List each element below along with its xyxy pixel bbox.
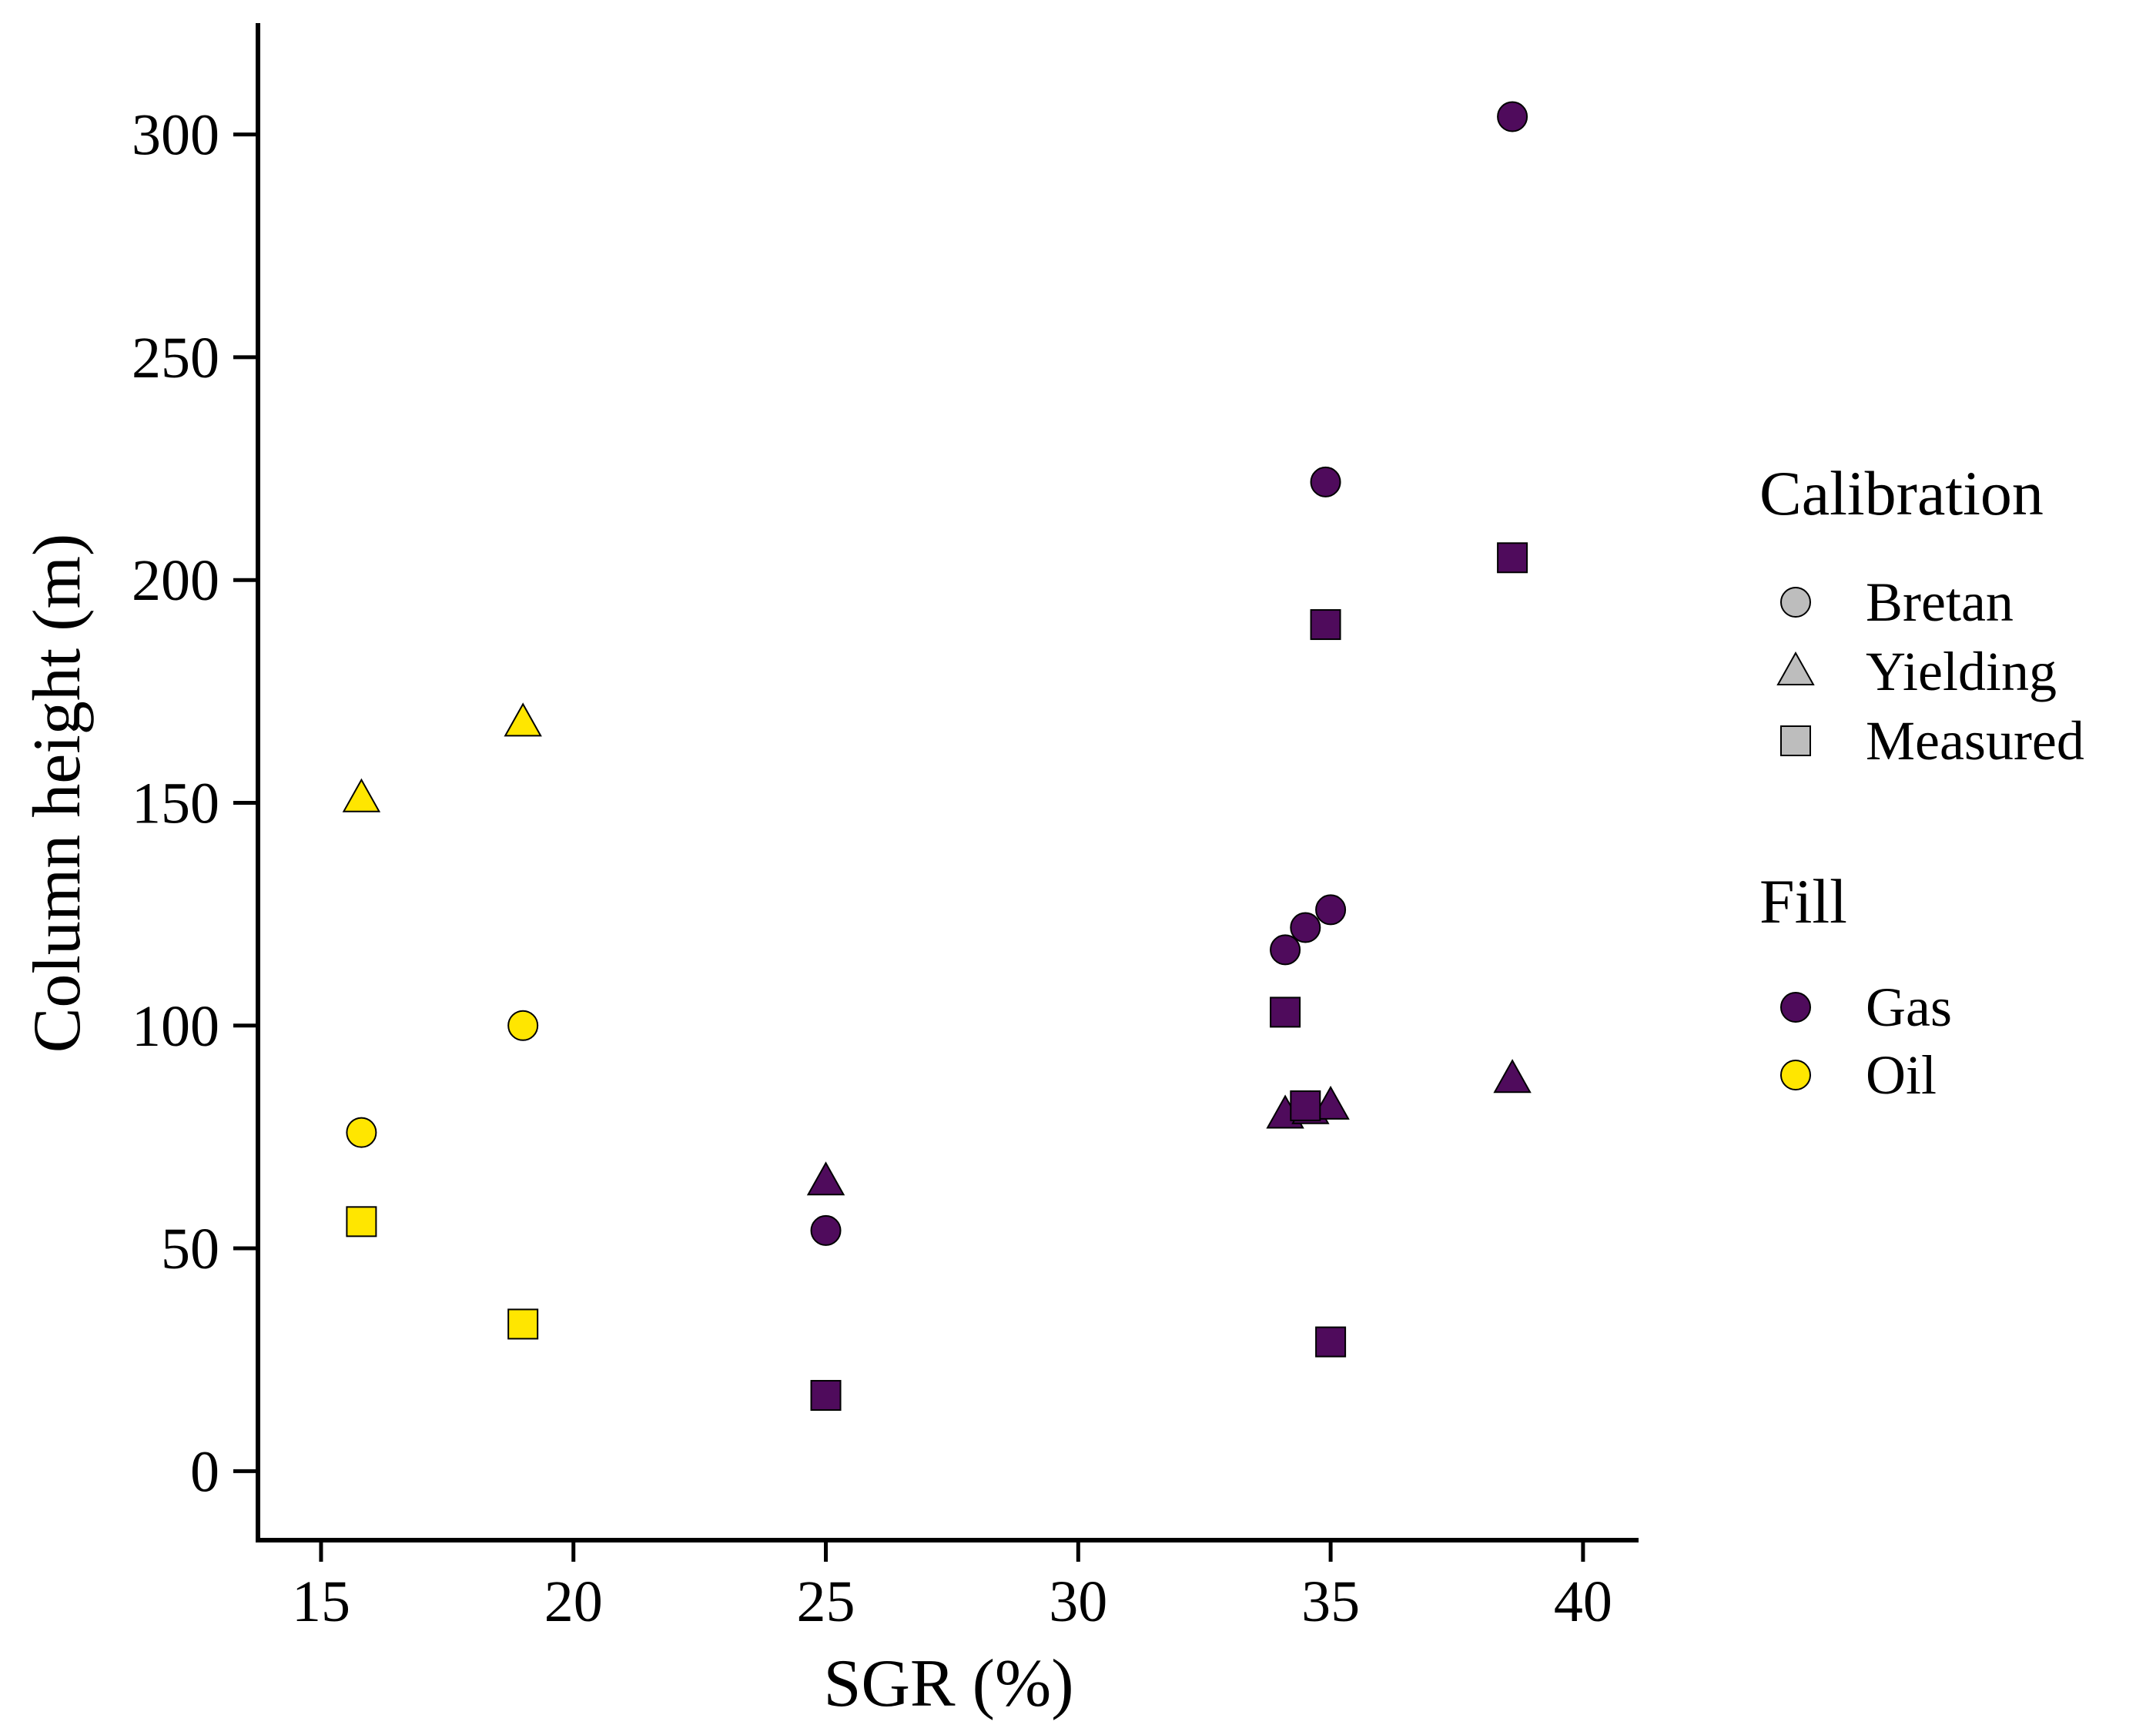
x-axis-ticks: 15 20 25 30 35 40 [292, 1540, 1612, 1634]
x-tick-label: 40 [1554, 1569, 1612, 1634]
legend-calibration-label: Bretan [1866, 571, 2014, 633]
data-point-gas-square [1270, 996, 1301, 1028]
legend-fill-label: Gas [1866, 976, 1952, 1038]
data-point-oil-square [346, 1206, 377, 1238]
x-tick-label: 20 [544, 1569, 603, 1634]
legend-gas-icon [1780, 992, 1811, 1023]
legend-fill-title: Fill [1759, 866, 1847, 936]
legend-circle-icon [1780, 587, 1811, 618]
data-point-oil-triangle [342, 778, 381, 812]
data-point-gas-triangle [1311, 1085, 1350, 1120]
legend-calibration-label: Yielding [1866, 641, 2057, 702]
y-tick-label: 300 [132, 103, 219, 168]
data-point-gas-square [1315, 1326, 1347, 1358]
x-tick-label: 35 [1301, 1569, 1360, 1634]
x-tick-label: 25 [797, 1569, 855, 1634]
data-point-gas-circle [1315, 894, 1347, 926]
y-axis-ticks: 0 50 100 150 200 250 300 [132, 103, 258, 1504]
legend-calibration-label: Measured [1866, 710, 2084, 772]
x-axis-label: SGR (%) [823, 1646, 1073, 1721]
data-point-gas-square [1310, 609, 1341, 641]
data-point-gas-circle [1290, 912, 1321, 943]
axes [256, 23, 1639, 1542]
data-point-oil-circle [346, 1117, 377, 1148]
y-tick-label: 50 [161, 1217, 219, 1281]
x-tick-label: 15 [292, 1569, 350, 1634]
legend-triangle-icon [1776, 651, 1815, 685]
y-tick-label: 250 [132, 326, 219, 390]
y-tick-label: 200 [132, 548, 219, 613]
x-tick-label: 30 [1049, 1569, 1107, 1634]
data-point-gas-circle [1270, 934, 1301, 966]
legend-oil-icon [1780, 1060, 1811, 1090]
data-point-gas-circle [810, 1214, 842, 1246]
data-point-gas-square [1497, 542, 1528, 574]
legend-square-icon [1780, 725, 1811, 756]
data-point-gas-triangle [1493, 1059, 1532, 1094]
data-point-oil-square [507, 1308, 539, 1340]
y-tick-label: 0 [190, 1439, 219, 1504]
legend-fill-label: Oil [1866, 1044, 1937, 1106]
y-tick-label: 150 [132, 771, 219, 836]
data-point-gas-circle [1497, 101, 1528, 132]
data-point-gas-circle [1310, 466, 1341, 497]
data-point-oil-triangle [504, 702, 542, 737]
data-point-gas-square [1290, 1090, 1321, 1121]
data-point-gas-square [810, 1379, 842, 1411]
data-points [342, 101, 1532, 1411]
data-point-oil-circle [507, 1010, 539, 1041]
data-point-gas-triangle [806, 1161, 845, 1196]
y-axis-label: Column height (m) [20, 534, 95, 1053]
y-tick-label: 100 [132, 994, 219, 1059]
legend-calibration-title: Calibration [1759, 458, 2044, 528]
